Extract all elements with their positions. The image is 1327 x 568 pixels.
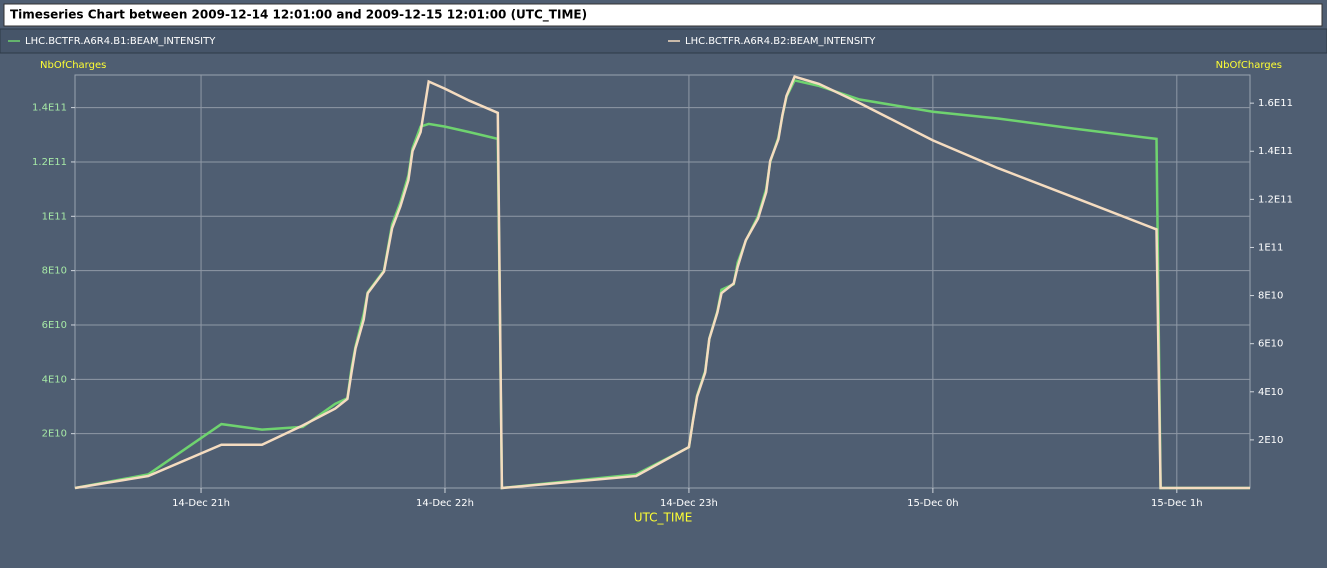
y2-axis-title: NbOfCharges xyxy=(1216,60,1282,71)
title-box xyxy=(3,3,1323,27)
y-tick-label: 4E10 xyxy=(42,374,67,385)
x-tick-label: 15-Dec 1h xyxy=(1151,498,1203,509)
y2-tick-label: 1.4E11 xyxy=(1258,146,1293,157)
y2-tick-label: 1.6E11 xyxy=(1258,98,1293,109)
y2-tick-label: 8E10 xyxy=(1258,291,1283,302)
y2-tick-label: 6E10 xyxy=(1258,339,1283,350)
x-tick-label: 14-Dec 23h xyxy=(660,498,718,509)
y-tick-label: 8E10 xyxy=(42,266,67,277)
legend-label: LHC.BCTFR.A6R4.B1:BEAM_INTENSITY xyxy=(25,36,216,47)
y-tick-label: 6E10 xyxy=(42,320,67,331)
y2-tick-label: 1.2E11 xyxy=(1258,194,1293,205)
y2-tick-label: 2E10 xyxy=(1258,435,1283,446)
y-tick-label: 1.4E11 xyxy=(32,103,67,114)
y-tick-label: 2E10 xyxy=(42,429,67,440)
chart-title: Timeseries Chart between 2009-12-14 12:0… xyxy=(10,8,587,23)
x-tick-label: 14-Dec 21h xyxy=(172,498,230,509)
y-tick-label: 1.2E11 xyxy=(32,157,67,168)
x-tick-label: 15-Dec 0h xyxy=(907,498,959,509)
legend-bar xyxy=(0,28,1327,54)
y2-tick-label: 4E10 xyxy=(1258,387,1283,398)
y-axis-title: NbOfCharges xyxy=(40,60,106,71)
x-axis-title: UTC_TIME xyxy=(634,511,693,525)
y-tick-label: 1E11 xyxy=(42,211,67,222)
plot-area xyxy=(74,74,1251,489)
series-line xyxy=(74,75,1250,490)
legend-label: LHC.BCTFR.A6R4.B2:BEAM_INTENSITY xyxy=(685,36,876,47)
y2-tick-label: 1E11 xyxy=(1258,242,1283,253)
x-tick-label: 14-Dec 22h xyxy=(416,498,474,509)
